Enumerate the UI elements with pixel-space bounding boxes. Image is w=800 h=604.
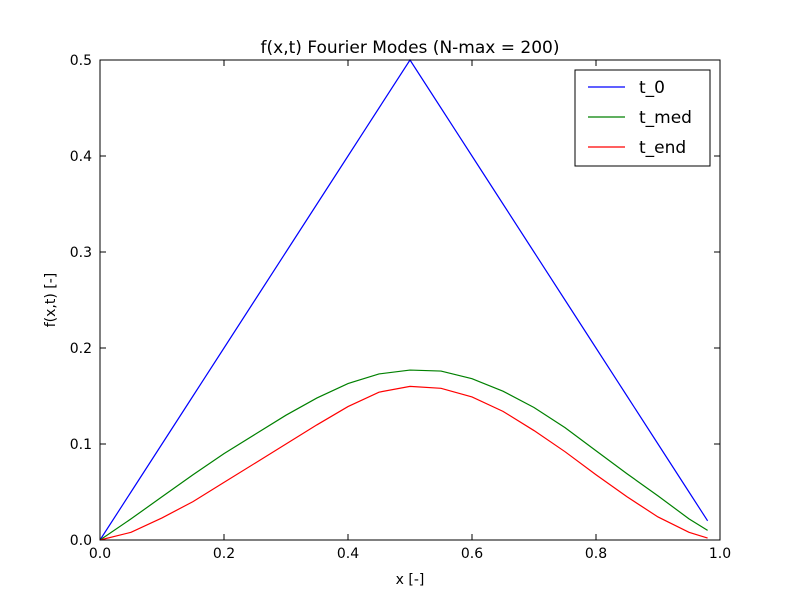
plot-frame — [99, 59, 721, 541]
y-axis-label: f(x,t) [-] — [43, 273, 59, 328]
y-tick-label: 0.5 — [70, 53, 92, 69]
x-tick-label: 1.0 — [709, 546, 731, 562]
x-tick-label: 0.8 — [585, 546, 607, 562]
legend-label: t_med — [639, 108, 692, 128]
legend-label: t_0 — [639, 78, 665, 98]
legend-box — [574, 69, 711, 167]
y-tick-label: 0.3 — [70, 245, 92, 261]
series-line-t-med — [99, 369, 708, 541]
legend-label: t_end — [639, 138, 686, 158]
x-tick-label: 0.4 — [337, 546, 359, 562]
x-tick-label: 0.2 — [213, 546, 235, 562]
x-axis-label: x [-] — [396, 572, 425, 588]
y-tick-label: 0.4 — [70, 149, 92, 165]
y-tick-label: 0.1 — [70, 437, 92, 453]
legend: t_0 t_med t_end — [574, 69, 711, 167]
x-tick-label: 0.6 — [461, 546, 483, 562]
x-tick-label: 0.0 — [89, 546, 111, 562]
series-line-t-end — [99, 385, 708, 541]
y-tick-label: 0.2 — [70, 341, 92, 357]
ticks-layer: 0.0 0.2 0.4 0.6 0.8 1.0 0.0 0.1 0.2 0.3 0.4 0.5 — [70, 53, 731, 562]
y-tick-label: 0.0 — [70, 533, 92, 549]
chart-title: f(x,t) Fourier Modes (N-max = 200) — [261, 38, 560, 58]
